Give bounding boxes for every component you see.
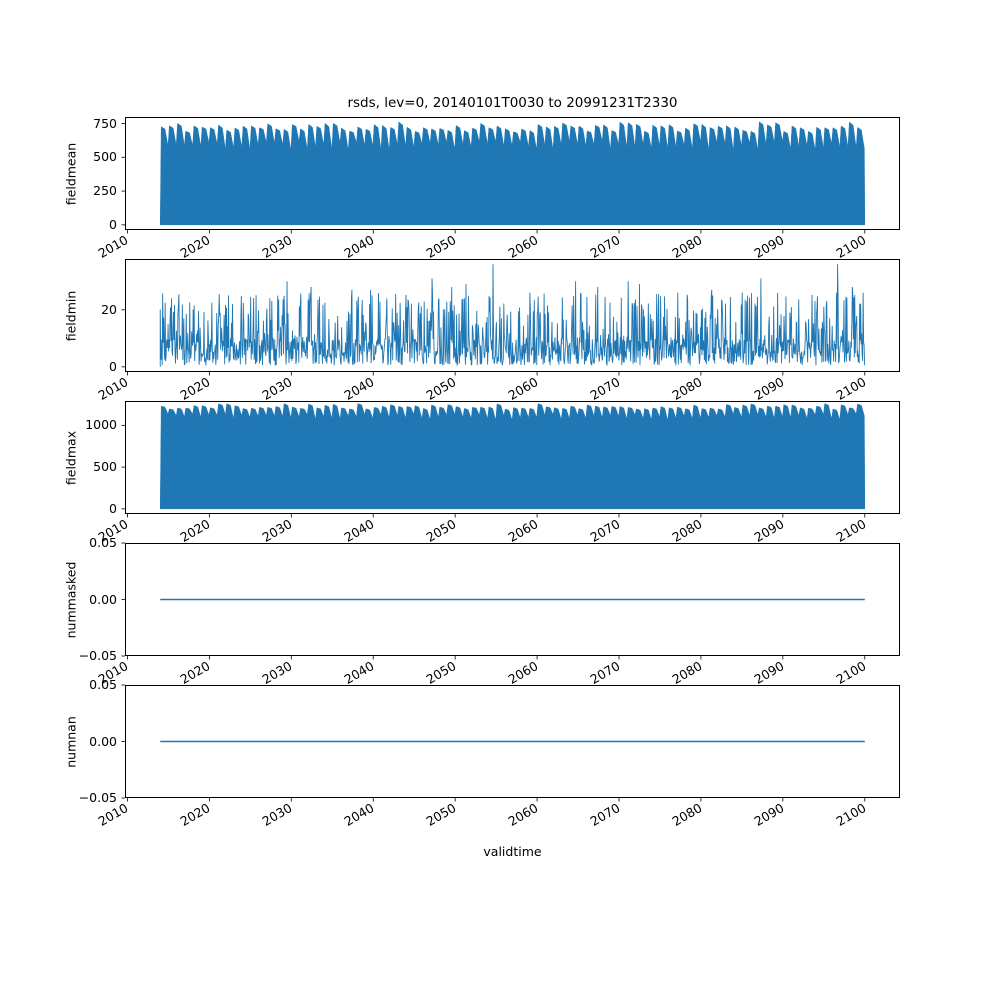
axes-frame <box>125 401 900 514</box>
y-tick-label: 500 <box>93 459 117 475</box>
subplot-nummasked: nummasked 2010 2020 2030 2040 2050 2060 2070 20… <box>64 535 900 687</box>
y-axis-label-numnan: numnan <box>63 715 79 768</box>
y-tick-label: 250 <box>93 183 117 199</box>
y-tick-label: 0.05 <box>89 677 117 692</box>
y-axis-label-fieldmax: fieldmax <box>63 430 79 485</box>
y-tick-label: 0 <box>109 216 117 232</box>
subplot-fieldmax: fieldmax 2010 2020 2030 2040 2050 2060 2070 208… <box>64 401 900 545</box>
subplot-numnan: numnan 2010 2020 2030 2040 2050 2060 2070 2080 2… <box>64 677 900 829</box>
y-tick-label: 0 <box>109 358 117 374</box>
y-tick-label: −0.05 <box>78 790 117 805</box>
axes-frame <box>125 543 900 656</box>
y-tick-label: 0 <box>109 500 117 516</box>
fieldmin-plot-canvas <box>121 259 900 376</box>
fieldmax-plot-canvas <box>121 401 900 518</box>
y-tick-label: −0.05 <box>78 648 117 663</box>
numnan-plot-canvas <box>121 684 900 802</box>
subplot-fieldmean: fieldmean 2010 2020 2030 2040 2050 2060 2070 20… <box>64 116 900 261</box>
x-tick-label: 2020 <box>177 800 213 829</box>
x-tick-label: 2080 <box>669 800 705 829</box>
axes-frame <box>125 685 900 798</box>
y-tick-label: 750 <box>93 115 117 131</box>
nummasked-plot-canvas <box>121 542 900 660</box>
y-axis-label-nummasked: nummasked <box>63 561 79 638</box>
x-tick-label: 2100 <box>833 800 869 829</box>
figure-title: rsds, lev=0, 20140101T0030 to 20991231T2… <box>347 95 678 111</box>
axes-frame <box>125 117 900 230</box>
axes-frame <box>125 259 900 372</box>
y-axis-label-fieldmean: fieldmean <box>63 142 79 205</box>
x-tick-label: 2010 <box>95 800 131 829</box>
x-tick-label: 2030 <box>259 800 295 829</box>
series-fieldmin <box>159 264 866 367</box>
y-tick-label: 20 <box>101 301 117 317</box>
x-tick-label: 2090 <box>751 800 787 829</box>
x-tick-label: 2060 <box>505 800 541 829</box>
x-tick-label: 2010 <box>95 232 131 261</box>
x-tick-label: 2040 <box>341 800 377 829</box>
x-tick-label: 2070 <box>587 800 623 829</box>
x-tick-label: 2010 <box>95 516 131 545</box>
x-axis-label: validtime <box>483 844 542 859</box>
y-tick-label: 500 <box>93 149 117 165</box>
y-tick-label: 0.00 <box>89 733 117 749</box>
y-tick-label: 1000 <box>85 417 117 433</box>
series-fieldmax <box>159 403 866 510</box>
x-tick-label: 2050 <box>423 800 459 829</box>
subplot-fieldmin: fieldmin 2010 2020 2030 2040 2050 2060 2070 208… <box>64 259 900 403</box>
y-axis-label-fieldmin: fieldmin <box>63 290 79 341</box>
x-tick-label: 2010 <box>95 658 131 687</box>
fieldmean-plot-canvas <box>121 117 900 234</box>
y-tick-label: 0.05 <box>89 535 117 550</box>
series-fieldmean <box>159 121 866 226</box>
y-tick-label: 0.00 <box>89 591 117 607</box>
x-tick-label: 2010 <box>95 374 131 403</box>
